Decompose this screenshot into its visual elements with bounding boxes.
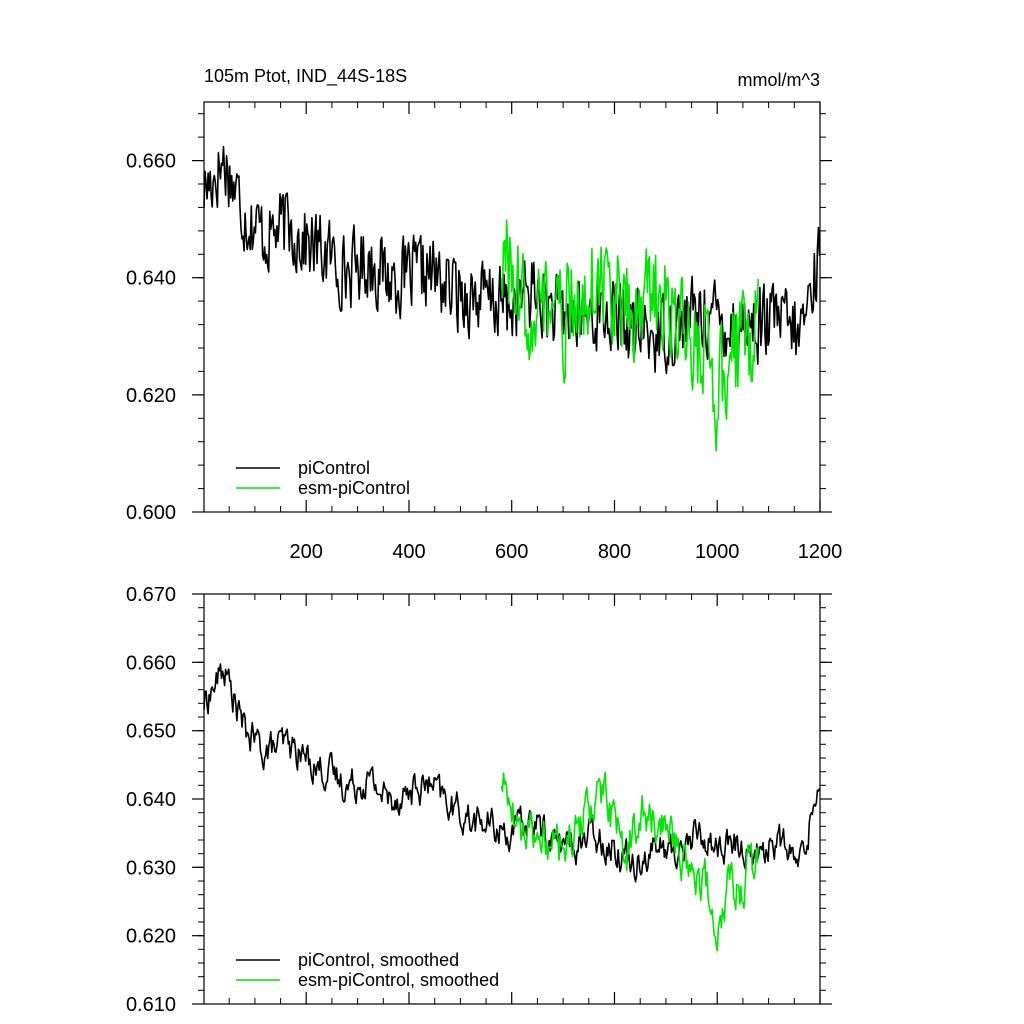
y-tick-label: 0.600 bbox=[126, 502, 176, 524]
y-tick-label: 0.620 bbox=[126, 385, 176, 407]
x-tick-label: 1200 bbox=[798, 541, 843, 563]
series-line-picontrol bbox=[203, 145, 821, 375]
series-line-esm-picontrol bbox=[500, 219, 760, 452]
chart-title: 105m Ptot, IND_44S-18S bbox=[204, 66, 407, 87]
x-tick-label: 1000 bbox=[695, 541, 740, 563]
top-panel-frame bbox=[203, 101, 821, 513]
legend-label: esm-piControl bbox=[298, 478, 410, 498]
y-tick-label: 0.660 bbox=[126, 151, 176, 173]
y-tick-label: 0.610 bbox=[126, 994, 176, 1016]
y-tick-label: 0.640 bbox=[126, 789, 176, 811]
legend-label: esm-piControl, smoothed bbox=[298, 970, 499, 990]
y-tick-label: 0.640 bbox=[126, 268, 176, 290]
top-panel-ticks: 200 400 600 800 1000 1200 0.600 0.620 0.640 0.660 bbox=[126, 102, 842, 563]
y-tick-label: 0.650 bbox=[126, 721, 176, 743]
y-tick-label: 0.620 bbox=[126, 926, 176, 948]
x-tick-label: 800 bbox=[598, 541, 631, 563]
bottom-panel-series bbox=[203, 663, 821, 952]
top-panel-series bbox=[203, 145, 821, 452]
x-tick-label: 200 bbox=[290, 541, 323, 563]
y-tick-label: 0.630 bbox=[126, 857, 176, 879]
x-tick-label: 600 bbox=[495, 541, 528, 563]
bottom-panel: 0.610 0.620 0.630 0.640 0.650 0.660 0.670 piCo… bbox=[126, 584, 832, 1016]
y-tick-label: 0.660 bbox=[126, 652, 176, 674]
legend-label: piControl, smoothed bbox=[298, 950, 459, 970]
top-panel: 200 400 600 800 1000 1200 0.600 0.620 0.640 0.660… bbox=[126, 101, 842, 563]
x-tick-label: 400 bbox=[392, 541, 425, 563]
units-label: mmol/m^3 bbox=[738, 70, 820, 90]
y-tick-label: 0.670 bbox=[126, 584, 176, 606]
legend-label: piControl bbox=[298, 458, 370, 478]
bottom-panel-frame bbox=[203, 593, 821, 1005]
bottom-panel-ticks: 0.610 0.620 0.630 0.640 0.650 0.660 0.670 bbox=[126, 584, 832, 1016]
series-line-esm-picontrol-smoothed bbox=[500, 771, 760, 952]
series-line-picontrol-smoothed bbox=[203, 663, 821, 883]
